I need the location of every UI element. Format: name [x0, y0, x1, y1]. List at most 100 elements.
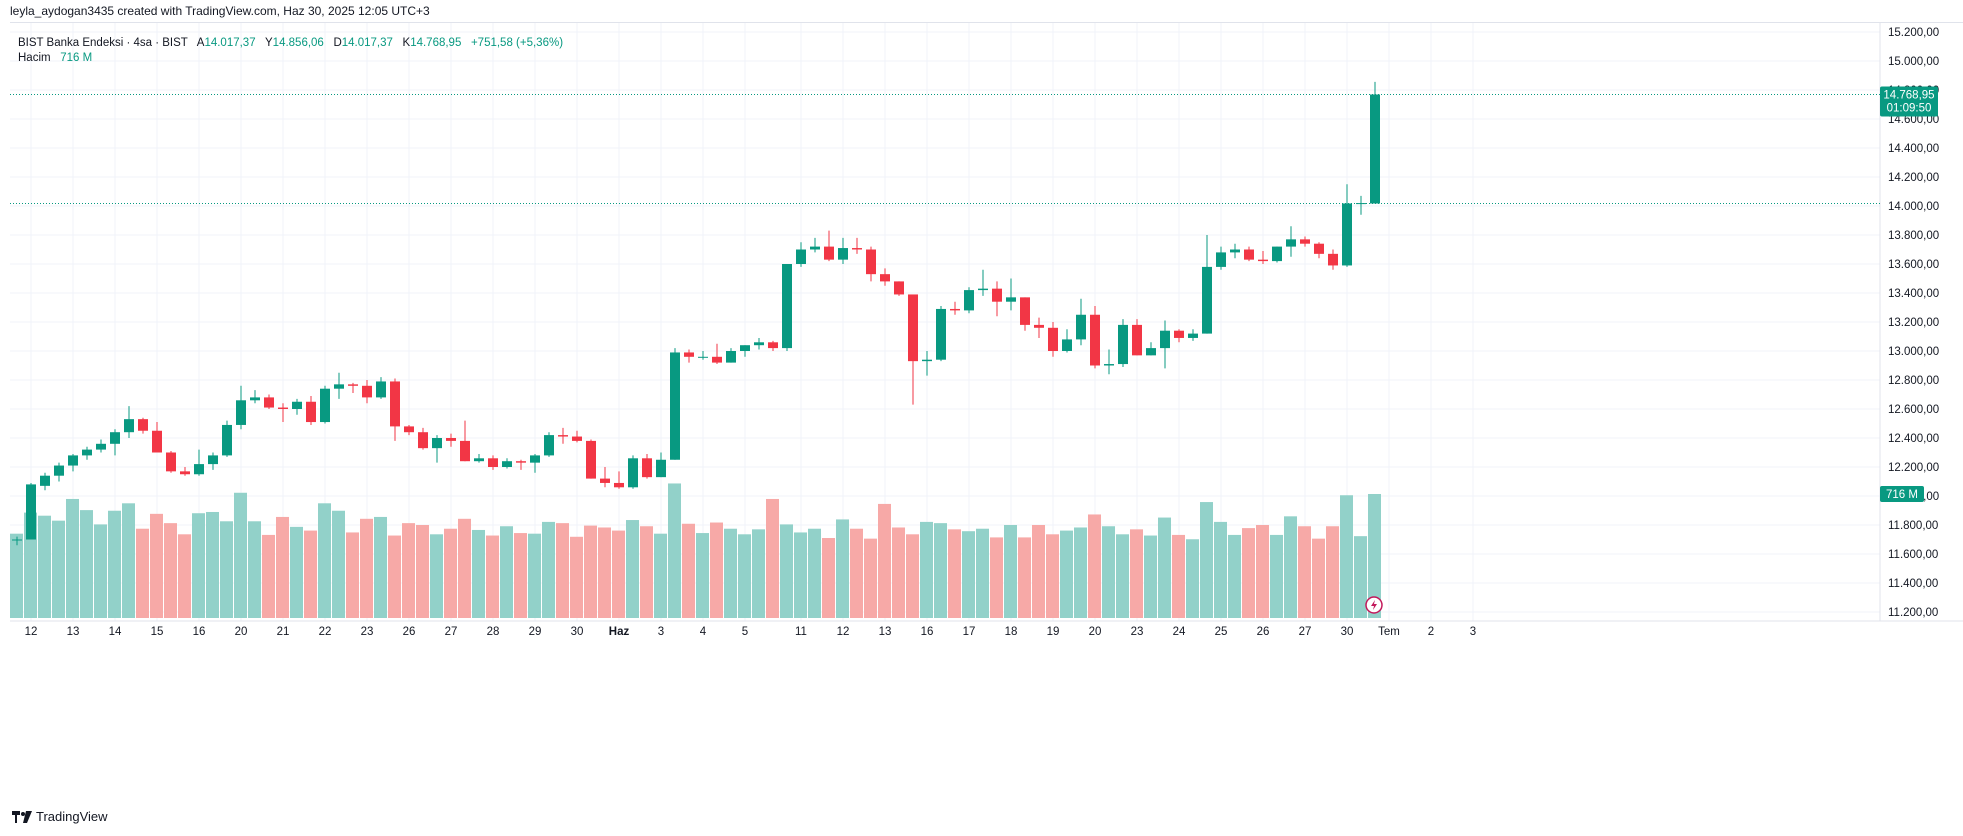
volume-bar: [1326, 526, 1339, 618]
x-tick-label: 12: [25, 626, 38, 638]
symbol-label[interactable]: BIST Banka Endeksi · 4sa · BIST: [18, 37, 188, 49]
volume-bar: [766, 498, 779, 618]
high-label: Y: [265, 37, 273, 49]
candle-body: [1146, 348, 1156, 356]
candle-body: [768, 342, 778, 349]
candle-body: [880, 274, 890, 282]
candle-body: [194, 464, 204, 475]
volume-bar: [668, 483, 681, 618]
x-tick-label: 17: [963, 626, 976, 638]
x-tick-label: 12: [837, 626, 850, 638]
candle-body: [950, 308, 960, 311]
candle-body: [82, 449, 92, 456]
candle-body: [810, 246, 820, 250]
volume-bar: [584, 525, 597, 618]
volume-bar: [262, 534, 275, 618]
volume-bar: [136, 528, 149, 618]
volume-bar: [1088, 514, 1101, 618]
volume-bar: [192, 513, 205, 618]
tradingview-logo[interactable]: TradingView: [12, 809, 108, 824]
volume-bar: [836, 519, 849, 618]
candle-body: [530, 455, 540, 463]
x-tick-label: Haz: [609, 626, 630, 638]
candle-body: [1034, 324, 1044, 328]
volume-bar: [864, 538, 877, 618]
y-tick-label: 13.800,00: [1888, 230, 1939, 242]
volume-bar: [962, 531, 975, 618]
volume-bar: [164, 523, 177, 618]
volume-bar: [122, 503, 135, 618]
x-tick-label: 23: [1131, 626, 1144, 638]
x-tick-label: 24: [1173, 626, 1186, 638]
volume-bar: [1312, 538, 1325, 618]
candle-body: [796, 249, 806, 264]
chart-area[interactable]: 15.200,0015.000,0014.800,0014.600,0014.4…: [10, 22, 1963, 798]
volume-bar: [444, 528, 457, 618]
volume-bar: [38, 515, 51, 618]
volume-bar: [66, 498, 79, 618]
candle-body: [40, 475, 50, 486]
candle-body: [838, 248, 848, 260]
candle-body: [236, 400, 246, 425]
volume-bar: [1270, 534, 1283, 618]
candle-body: [250, 397, 260, 401]
volume-bar: [640, 526, 653, 618]
candle-body: [348, 384, 358, 386]
volume-bar: [1340, 495, 1353, 618]
candle-body: [1342, 203, 1352, 266]
candle-body: [1314, 243, 1324, 254]
volume-bar: [332, 510, 345, 618]
volume-bar: [486, 535, 499, 618]
candle-body: [656, 459, 666, 478]
x-tick-label: 20: [1089, 626, 1102, 638]
candle-body: [964, 290, 974, 311]
y-tick-label: 11.400,00: [1888, 578, 1938, 590]
volume-bar: [52, 520, 65, 618]
volume-bar: [374, 516, 387, 618]
candle-body: [544, 435, 554, 456]
volume-bar: [206, 511, 219, 618]
y-tick-label: 13.200,00: [1888, 317, 1939, 329]
x-tick-label: 30: [1341, 626, 1354, 638]
candle-body: [1244, 249, 1254, 260]
volume-bar: [318, 503, 331, 618]
candle-body: [222, 424, 232, 456]
volume-bar: [1144, 535, 1157, 618]
volume-bar: [150, 513, 163, 618]
candle-body: [642, 458, 652, 478]
volume-bar: [570, 536, 583, 618]
chart-legend: BIST Banka Endeksi · 4sa · BIST A14.017,…: [18, 36, 563, 66]
volume-bar: [724, 528, 737, 618]
candle-body: [278, 407, 288, 409]
volume-bar: [682, 523, 695, 618]
y-tick-label: 13.400,00: [1888, 288, 1939, 300]
candlestick-chart[interactable]: 15.200,0015.000,0014.800,0014.600,0014.4…: [10, 23, 1963, 798]
volume-bar: [626, 520, 639, 618]
volume-bar: [276, 516, 289, 618]
volume-bar: [878, 503, 891, 618]
candle-body: [362, 385, 372, 398]
candle-body: [180, 471, 190, 475]
ohlc-row: BIST Banka Endeksi · 4sa · BIST A14.017,…: [18, 36, 563, 51]
candle-body: [978, 288, 988, 291]
candle-body: [614, 482, 624, 488]
candle-body: [292, 401, 302, 409]
volume-bar: [178, 534, 191, 618]
x-tick-label: 26: [403, 626, 416, 638]
candle-body: [1020, 297, 1030, 325]
x-tick-label: 11: [795, 626, 807, 638]
candle-body: [488, 458, 498, 467]
volume-label[interactable]: Hacim: [18, 52, 51, 64]
volume-badge: [1880, 486, 1924, 502]
volume-bar: [80, 510, 93, 618]
candle-body: [922, 359, 932, 362]
volume-bar: [430, 534, 443, 618]
candle-body: [320, 388, 330, 423]
candle-body: [1160, 330, 1170, 349]
y-tick-label: 12.800,00: [1888, 375, 1939, 387]
candle-body: [992, 288, 1002, 302]
volume-bar: [612, 530, 625, 618]
candle-body: [1300, 239, 1310, 244]
volume-bar: [850, 528, 863, 618]
candle-body: [418, 432, 428, 449]
